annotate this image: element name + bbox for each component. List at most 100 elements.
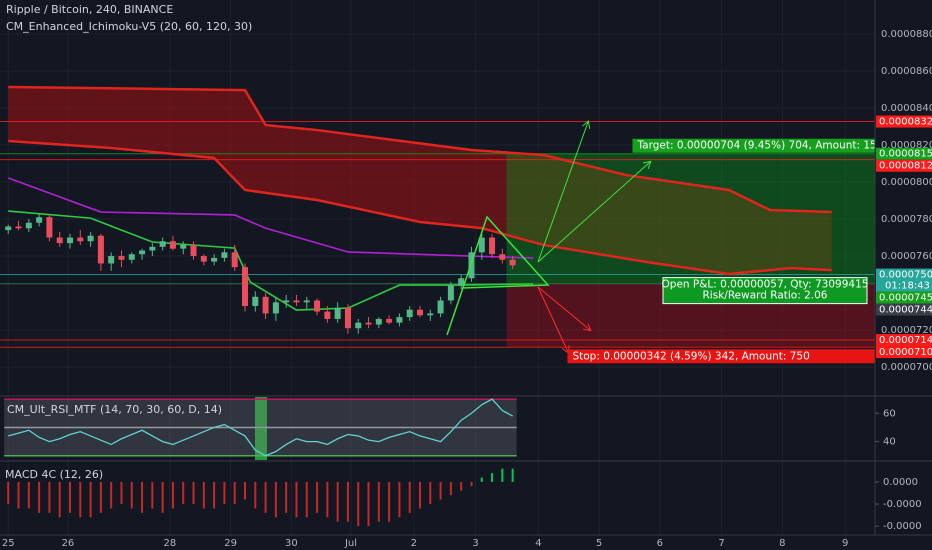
macd-bar	[346, 481, 349, 522]
candle-body	[211, 257, 218, 262]
indicator-title: CM_Ult_RSI_MTF (14, 70, 30, 60, D, 14)	[7, 403, 222, 416]
drawings	[446, 122, 650, 352]
x-tick-label: 5	[596, 538, 602, 549]
triangle-pattern	[446, 215, 550, 336]
x-tick-label: 30	[285, 538, 298, 549]
x-tick-label: 25	[2, 538, 15, 549]
macd-bar	[58, 481, 61, 518]
candle-body	[242, 267, 248, 307]
candle-body	[386, 318, 393, 323]
macd-bar	[491, 473, 494, 482]
candle-body	[458, 278, 465, 286]
y-tick-label: 40	[883, 437, 896, 448]
y-tick-label: 0.0000	[883, 477, 918, 488]
candle-body	[334, 307, 341, 319]
macd-bar	[285, 481, 288, 513]
price-label: 0.00007451	[879, 293, 932, 304]
candle-body	[417, 309, 423, 316]
candle-body	[36, 217, 43, 223]
macd-bar	[202, 481, 205, 509]
indicator-title: CM_Enhanced_Ichimoku-V5 (20, 60, 120, 30…	[6, 20, 252, 33]
rr-label: Risk/Reward Ratio: 2.06	[703, 290, 828, 302]
macd-bar	[439, 481, 442, 500]
x-tick-label: 2	[411, 538, 417, 549]
candle-body	[303, 300, 310, 303]
indicator-line	[8, 85, 832, 214]
candle-body	[447, 285, 454, 301]
price-label: 0.00008153	[879, 149, 932, 160]
candle-body	[190, 244, 197, 257]
macd-bar	[316, 481, 319, 513]
stop-label-bg	[567, 349, 875, 364]
macd-bar	[398, 481, 401, 518]
macd-bar	[470, 481, 473, 487]
macd-bar	[89, 481, 92, 518]
macd-bar	[408, 481, 411, 513]
candle-body	[375, 318, 382, 325]
candle-body	[262, 296, 269, 314]
macd-bar	[326, 481, 329, 518]
macd-bar	[357, 481, 360, 527]
macd-bar	[336, 481, 339, 522]
x-tick-label: Jul	[344, 538, 357, 549]
position-labels: Target: 0.00000704 (9.45%) 704, Amount: …	[567, 138, 875, 364]
candle-body	[118, 256, 125, 260]
candle-body	[478, 237, 485, 253]
x-tick-label: 6	[657, 538, 663, 549]
oversold-highlight	[255, 397, 267, 460]
candle-body	[46, 217, 53, 238]
candle-body	[396, 317, 403, 323]
arrow-up	[537, 162, 650, 263]
target-zone	[506, 153, 875, 284]
chart-title: Ripple / Bitcoin, 240, BINANCE	[6, 3, 173, 16]
macd-bar	[264, 481, 267, 513]
macd-bar	[48, 481, 51, 513]
macd-bar	[38, 481, 41, 513]
macd-bar	[161, 481, 164, 513]
candle-body	[139, 250, 146, 255]
macd-bar	[141, 481, 144, 513]
price-label: 0.00007449	[879, 305, 932, 316]
candle-body	[499, 254, 506, 260]
candle-body	[128, 254, 135, 260]
candle-body	[77, 237, 84, 242]
stop-label: Stop: 0.00000342 (4.59%) 342, Amount: 75…	[572, 350, 809, 362]
candle-body	[108, 256, 115, 264]
candle-body	[87, 235, 94, 242]
arrow-down	[537, 286, 568, 352]
macd-bar	[254, 481, 257, 509]
macd-bar	[27, 481, 30, 509]
macd-bar	[244, 481, 246, 500]
y-tick-label: -0.0000	[883, 521, 922, 532]
indicator-line	[8, 210, 534, 311]
macd-bar	[460, 481, 463, 491]
candle-body	[406, 309, 413, 318]
candle-body	[355, 322, 362, 329]
macd-bar	[171, 481, 174, 509]
candle-body	[252, 296, 259, 307]
candle-body	[169, 241, 176, 249]
macd-bar	[449, 481, 452, 496]
macd-bar	[17, 481, 20, 509]
y-tick-label: -0.0000	[883, 499, 922, 510]
candle-body	[221, 252, 228, 258]
pnl-label: Open P&L: 0.00000057, Qty: 73099415	[662, 279, 869, 291]
macd-bar	[511, 468, 514, 482]
candle-body	[293, 300, 300, 303]
price-label: 0.00008327	[879, 117, 932, 128]
x-tick-label: 29	[224, 538, 237, 549]
candle-body	[489, 237, 496, 255]
macd-bar	[223, 481, 226, 505]
price-label-bg	[876, 115, 932, 128]
indicator-line	[7, 177, 534, 259]
macd-bar	[130, 481, 133, 509]
x-tick-label: 7	[718, 538, 724, 549]
y-tick-label: 0.00007000	[881, 362, 932, 373]
